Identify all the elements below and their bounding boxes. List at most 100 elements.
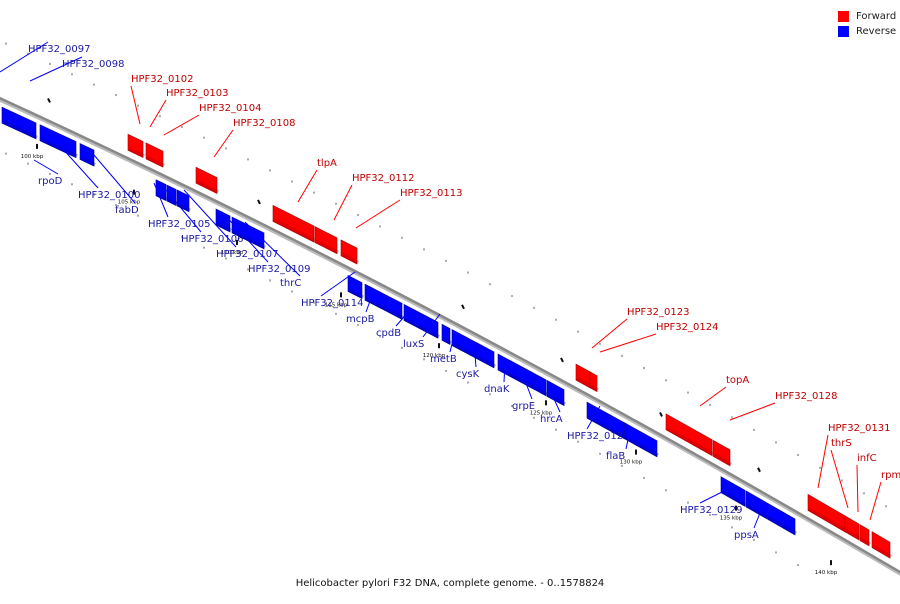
gene-label-rpmI: rpmI <box>881 470 900 481</box>
tick-mark <box>735 505 737 511</box>
gene-leader-HPF32_0100 <box>61 147 99 189</box>
gene-shade-HPF32_0123 <box>576 377 592 388</box>
gene-leader-infC <box>856 464 859 513</box>
gene-block-HPF32_0107 <box>176 189 190 213</box>
gene-block-luxS <box>441 323 451 346</box>
guide-dot <box>401 236 403 239</box>
gene-label-metB: metB <box>430 354 457 365</box>
guide-dot <box>335 202 337 205</box>
guide-dot <box>291 180 293 183</box>
guide-dot <box>819 466 821 469</box>
gene-block-HPF32_0108 <box>195 166 218 195</box>
gene-leader-ppsA <box>753 507 763 529</box>
tick-mark <box>236 239 238 245</box>
guide-dot <box>137 214 139 217</box>
gene-block-HPF32_0103 <box>145 142 164 168</box>
genome-caption: Helicobacter pylori F32 DNA, complete ge… <box>295 578 605 589</box>
gene-shade-tlpA <box>273 218 316 243</box>
gene-label-cysK: cysK <box>456 369 480 380</box>
guide-dot <box>599 342 601 345</box>
gene-label-HPF32_0128: HPF32_0128 <box>775 391 837 402</box>
guide-dot <box>313 301 315 304</box>
gene-shade-HPF32_0107 <box>177 202 191 212</box>
gene-shade-HPF32_0128 <box>713 453 732 466</box>
guide-dot <box>489 393 491 396</box>
gene-label-HPF32_0123: HPF32_0123 <box>627 307 689 318</box>
tick-label: 115 kbp <box>325 302 348 308</box>
gene-label-infC: infC <box>857 453 877 464</box>
tick-dash <box>560 357 564 363</box>
gene-block-HPF32_0102 <box>127 133 144 158</box>
tick-mark <box>36 143 38 149</box>
guide-dot <box>533 306 535 309</box>
guide-dot <box>445 259 447 262</box>
gene-leader-HPF32_0098 <box>29 56 83 82</box>
guide-dot <box>5 42 7 45</box>
guide-dot <box>577 440 579 443</box>
tick-label: 100 kbp <box>21 154 44 160</box>
guide-dot <box>467 271 469 274</box>
tick-label: 105 kbp <box>118 200 141 206</box>
gene-label-HPF32_0100: HPF32_0100 <box>78 190 140 201</box>
guide-dot <box>753 538 755 541</box>
gene-shade-topA <box>666 426 714 456</box>
gene-leader-HPF32_0108 <box>213 129 234 158</box>
gene-shade-HPF32_0103 <box>146 155 165 168</box>
gene-leader-HPF32_0123 <box>591 318 628 349</box>
guide-dot <box>203 246 205 249</box>
gene-block-thrC <box>231 216 265 250</box>
gene-label-HPF32_0107: HPF32_0107 <box>216 249 278 260</box>
gene-leader-thrS <box>830 449 849 509</box>
gene-label-ppsA: ppsA <box>734 530 759 541</box>
guide-dot <box>445 369 447 372</box>
guide-dot <box>247 268 249 271</box>
gene-shade-HPF32_0113 <box>341 252 359 265</box>
gene-label-HPF32_0108: HPF32_0108 <box>233 118 295 129</box>
guide-dot <box>621 354 623 357</box>
gene-block-HPF32_0106 <box>166 184 177 206</box>
gene-leader-tlpA <box>297 169 318 203</box>
gene-block-rpoD <box>1 106 37 140</box>
gene-shade-hrcA <box>547 393 566 406</box>
guide-dot <box>687 501 689 504</box>
gene-leader-HPF32_0131 <box>817 434 829 489</box>
tick-dash <box>461 304 465 310</box>
gene-block-HPF32_0128 <box>712 439 731 467</box>
gene-shade-HPF32_0129 <box>721 489 747 507</box>
tick-mark <box>830 560 832 566</box>
guide-dot <box>181 235 183 238</box>
gene-shade-HPF32_0112 <box>315 239 339 254</box>
tick-label: 125 kbp <box>530 410 553 416</box>
gene-leader-HPF32_0125 <box>586 405 601 430</box>
tick-dash <box>757 467 761 473</box>
gene-leader-HPF32_0107 <box>183 189 237 248</box>
gene-shade-HPF32_0125 <box>587 415 627 440</box>
gene-label-HPF32_0102: HPF32_0102 <box>131 74 193 85</box>
gene-shade-HPF32_0131 <box>808 507 848 533</box>
guide-dot <box>379 335 381 338</box>
gene-leader-topA <box>699 386 727 407</box>
gene-leader-flaB <box>625 429 631 450</box>
gene-label-HPF32_0098: HPF32_0098 <box>62 59 124 70</box>
gene-leader-HPF32_0124 <box>599 333 657 353</box>
legend: Forward Reverse <box>838 9 896 39</box>
gene-shade-grpE <box>534 386 548 396</box>
gene-shade-HPF32_0114 <box>348 288 364 299</box>
gene-leader-HPF32_0112 <box>333 184 353 221</box>
guide-dot <box>423 358 425 361</box>
guide-dot <box>885 505 887 508</box>
guide-dot <box>203 136 205 139</box>
tick-mark <box>635 449 637 455</box>
gene-shade-fabD <box>80 156 96 167</box>
gene-label-tlpA: tlpA <box>317 158 337 169</box>
gene-label-mcpB: mcpB <box>346 314 375 325</box>
guide-dot <box>665 489 667 492</box>
guide-dot <box>247 158 249 161</box>
guide-dot <box>643 367 645 370</box>
legend-swatch-forward <box>838 11 849 22</box>
legend-swatch-reverse <box>838 26 849 37</box>
gene-shade-HPF32_0100 <box>40 137 78 158</box>
gene-label-HPF32_0106: HPF32_0106 <box>181 234 243 245</box>
guide-dot <box>181 125 183 128</box>
gene-block-hrcA <box>546 379 565 407</box>
